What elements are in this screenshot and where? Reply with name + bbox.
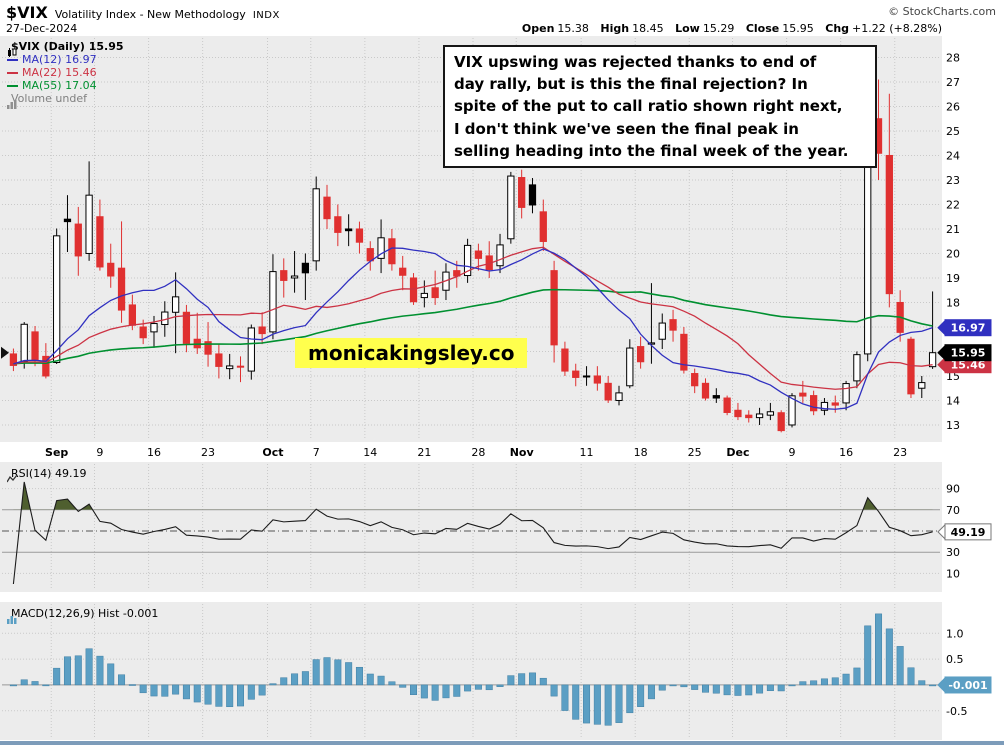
svg-text:14: 14 [363, 446, 377, 459]
svg-text:27: 27 [946, 76, 960, 89]
legend: $VIX (Daily) 15.95 MA(12) 16.97 MA(22) 1… [7, 40, 124, 109]
svg-text:Nov: Nov [510, 446, 535, 459]
svg-text:25: 25 [688, 446, 702, 459]
chart-header: $VIX Volatility Index - New Methodology … [6, 3, 280, 22]
ma12-swatch [7, 58, 18, 61]
svg-text:Dec: Dec [726, 446, 749, 459]
svg-text:0.5: 0.5 [946, 653, 964, 666]
macd-label-text: MACD(12,26,9) Hist -0.001 [11, 607, 159, 620]
svg-text:21: 21 [946, 223, 960, 236]
svg-text:13: 13 [946, 419, 960, 432]
rsi-chart-panel: 90 70 30 10 49.19 [0, 462, 992, 592]
svg-text:25: 25 [946, 125, 960, 138]
chg-value: +1.22 (+8.28%) [852, 22, 942, 35]
rsi-panel-label: RSI(14) 49.19 [7, 467, 87, 482]
high-label: High [600, 22, 630, 35]
rsi-label-text: RSI(14) 49.19 [11, 467, 87, 480]
macd-chart-panel: 1.0 0.5 -0.5 -0.001 [0, 602, 992, 740]
legend-ma12: MA(12) 16.97 [22, 53, 97, 66]
ma55-swatch [7, 84, 18, 87]
svg-text:16.97: 16.97 [951, 322, 986, 335]
ma22-swatch [7, 71, 18, 74]
open-value: 15.38 [557, 22, 589, 35]
watermark: monicakingsley.co [295, 338, 528, 368]
svg-text:23: 23 [893, 446, 907, 459]
svg-text:15: 15 [946, 370, 960, 383]
svg-text:24: 24 [946, 149, 960, 162]
quote-line: Open 15.38 High 18.45 Low 15.29 Close 15.95 … [522, 22, 942, 35]
svg-text:21: 21 [417, 446, 431, 459]
close-value: 15.95 [782, 22, 814, 35]
svg-text:Oct: Oct [262, 446, 283, 459]
symbol-name: Volatility Index - New Methodology [54, 8, 246, 21]
svg-text:18: 18 [946, 296, 960, 309]
exchange-tag: INDX [252, 10, 280, 21]
svg-text:-0.5: -0.5 [946, 705, 967, 718]
high-value: 18.45 [632, 22, 664, 35]
open-label: Open [521, 22, 555, 35]
svg-text:9: 9 [789, 446, 796, 459]
svg-text:9: 9 [96, 446, 103, 459]
svg-text:11: 11 [580, 446, 594, 459]
svg-text:26: 26 [946, 100, 960, 113]
svg-text:23: 23 [201, 446, 215, 459]
svg-text:14: 14 [946, 394, 960, 407]
svg-text:28: 28 [946, 51, 960, 64]
svg-text:15.46: 15.46 [951, 359, 986, 372]
svg-text:1.0: 1.0 [946, 627, 964, 640]
macd-panel-label: MACD(12,26,9) Hist -0.001 [7, 607, 159, 624]
low-value: 15.29 [702, 22, 735, 35]
svg-text:22: 22 [946, 198, 960, 211]
legend-volume: Volume undef [11, 92, 87, 105]
svg-text:10: 10 [946, 567, 960, 580]
svg-text:18: 18 [634, 446, 648, 459]
annotation-box: VIX upswing was rejected thanks to end o… [443, 45, 877, 168]
svg-text:-0.001: -0.001 [948, 679, 987, 692]
low-label: Low [675, 22, 700, 35]
svg-text:30: 30 [946, 546, 960, 559]
svg-text:16: 16 [147, 446, 161, 459]
svg-text:Sep: Sep [45, 446, 68, 459]
legend-symbol: $VIX (Daily) 15.95 [11, 40, 124, 53]
svg-text:15.95: 15.95 [951, 347, 986, 360]
stockcharts-credit: © StockCharts.com [888, 5, 996, 18]
svg-text:7: 7 [313, 446, 320, 459]
svg-text:23: 23 [946, 174, 960, 187]
bottom-divider [0, 741, 1004, 745]
legend-ma55: MA(55) 17.04 [22, 79, 97, 92]
svg-text:16: 16 [839, 446, 853, 459]
symbol: $VIX [6, 3, 48, 22]
svg-text:28: 28 [471, 446, 485, 459]
close-label: Close [745, 22, 780, 35]
chart-date: 27-Dec-2024 [6, 22, 78, 35]
svg-text:49.19: 49.19 [951, 526, 986, 539]
svg-text:90: 90 [946, 483, 960, 496]
svg-text:70: 70 [946, 504, 960, 517]
chg-label: Chg [825, 22, 850, 35]
legend-ma22: MA(22) 15.46 [22, 66, 97, 79]
svg-text:20: 20 [946, 247, 960, 260]
svg-text:19: 19 [946, 272, 960, 285]
